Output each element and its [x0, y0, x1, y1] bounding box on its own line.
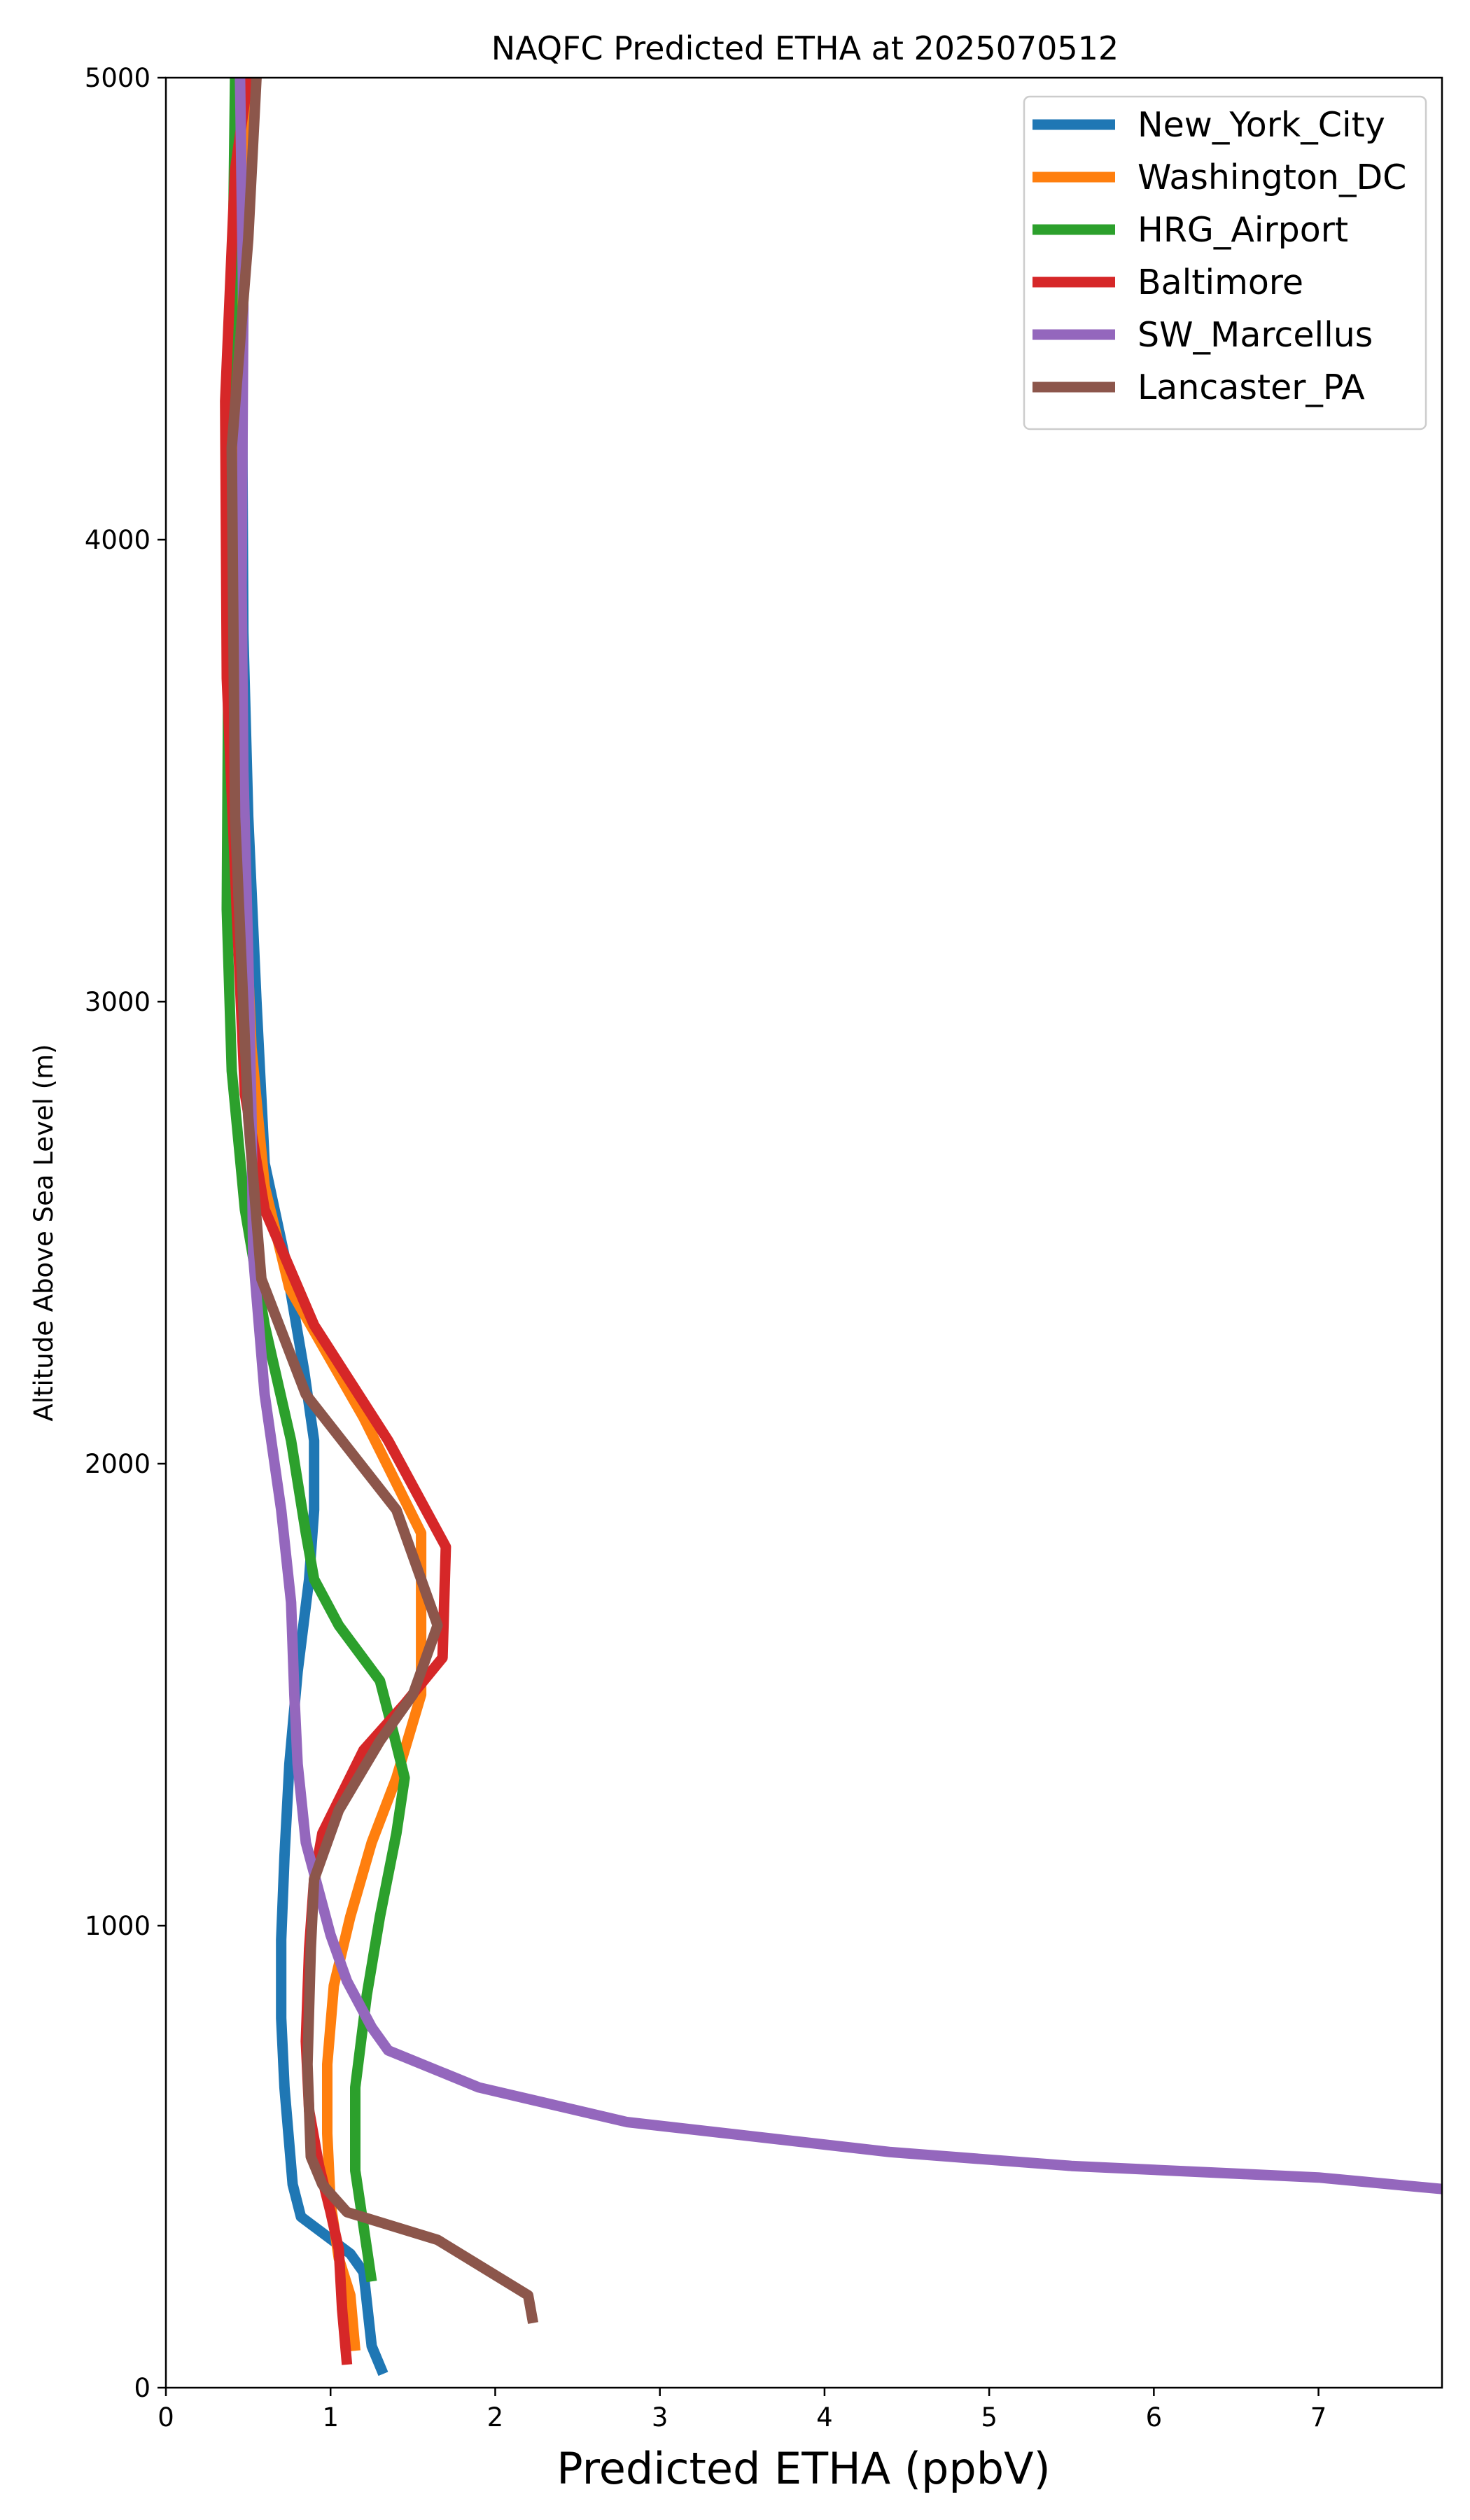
series-line-lancaster-pa [226, 78, 538, 2324]
legend-label: HRG_Airport [1138, 210, 1348, 250]
x-tick-label: 2 [487, 2402, 504, 2432]
x-axis-label: Predicted ETHA (ppbV) [556, 2443, 1050, 2494]
series-line-hrg-airport [221, 78, 410, 2283]
x-tick-label: 4 [816, 2402, 833, 2432]
legend-label: Washington_DC [1138, 158, 1406, 197]
series-layer [220, 78, 1442, 2376]
axes-frame [164, 76, 1443, 2389]
y-tick-label: 2000 [85, 1449, 150, 1479]
y-tick-label: 3000 [85, 987, 150, 1017]
y-axis: 0 1000 2000 3000 4000 5000 [85, 63, 166, 2403]
legend-label: Lancaster_PA [1138, 368, 1365, 407]
chart-title: NAQFC Predicted ETHA at 2025070512 [491, 29, 1119, 67]
y-tick-label: 1000 [85, 1911, 150, 1941]
legend-label: SW_Marcellus [1138, 315, 1373, 355]
y-tick-label: 5000 [85, 63, 150, 93]
y-axis-label: Altitude Above Sea Level (m) [29, 1044, 59, 1421]
series-line-sw-marcellus [234, 78, 1442, 2194]
x-tick-label: 6 [1146, 2402, 1163, 2432]
x-tick-label: 5 [981, 2402, 997, 2432]
x-axis: 0 1 2 3 4 5 6 7 [158, 2388, 1326, 2432]
legend-label: New_York_City [1138, 105, 1385, 145]
x-tick-label: 0 [158, 2402, 174, 2432]
y-tick-label: 0 [134, 2373, 150, 2403]
y-tick-label: 4000 [85, 525, 150, 555]
x-tick-label: 7 [1310, 2402, 1327, 2432]
plot-area [220, 78, 1442, 2376]
legend-box [1023, 95, 1427, 430]
legend: New_York_City Washington_DC HRG_Airport Bal… [1023, 95, 1427, 430]
legend-label: Baltimore [1138, 262, 1303, 302]
x-tick-label: 1 [322, 2402, 339, 2432]
x-tick-label: 3 [652, 2402, 668, 2432]
